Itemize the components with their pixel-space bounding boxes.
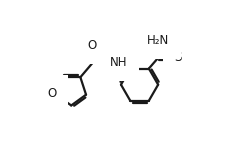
Text: O: O xyxy=(47,87,56,100)
Text: H₂N: H₂N xyxy=(147,34,169,47)
Text: O: O xyxy=(88,39,97,52)
Text: NH: NH xyxy=(110,56,127,69)
Text: S: S xyxy=(174,51,182,64)
